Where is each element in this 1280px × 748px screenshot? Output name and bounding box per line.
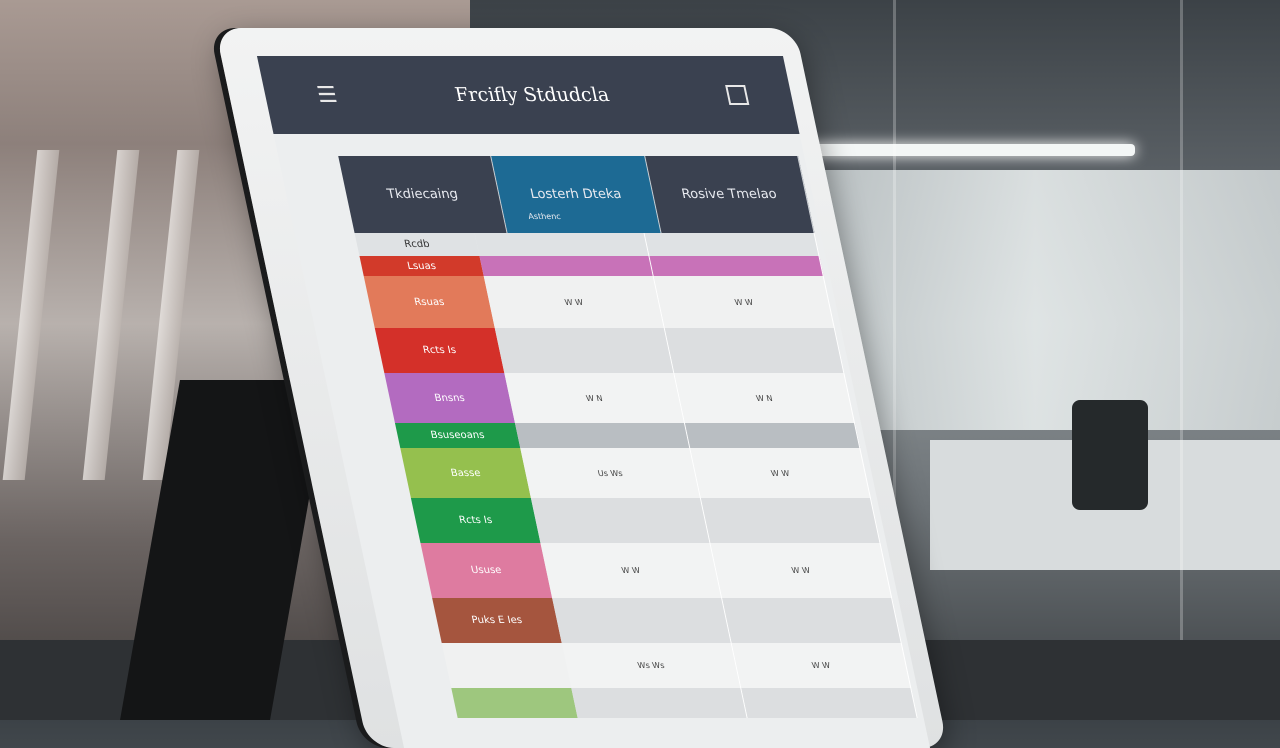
row-label[interactable]: Rsuas xyxy=(363,276,495,328)
table-row: Ws Ws W W xyxy=(441,643,912,688)
schedule-cell[interactable] xyxy=(474,233,650,256)
row-label[interactable]: Rcts Is xyxy=(410,498,541,543)
schedule-cell[interactable]: Us Ws xyxy=(520,448,701,498)
row-label[interactable] xyxy=(451,688,578,718)
table-row: Basse Us Ws W W xyxy=(400,448,871,498)
row-label[interactable]: Lsuas xyxy=(359,256,484,276)
schedule-cell[interactable] xyxy=(530,498,711,543)
table-row: Rcts Is xyxy=(374,328,845,373)
schedule-cell[interactable]: W W xyxy=(690,448,871,498)
schedule-cell[interactable] xyxy=(722,598,902,643)
schedule-cell[interactable] xyxy=(571,688,748,718)
column-header-sublabel: Asthenc xyxy=(527,212,562,221)
office-chair xyxy=(1072,400,1148,510)
table-row: Bsuseoans xyxy=(394,423,861,448)
schedule-cell[interactable]: W W xyxy=(653,276,835,328)
glass-partition xyxy=(893,0,896,720)
column-header[interactable]: Tkdiecaing xyxy=(338,156,508,233)
column-header-label: Losterh Dteka xyxy=(528,187,623,202)
table-row: Rcdb xyxy=(354,233,820,256)
schedule-cell[interactable] xyxy=(700,498,881,543)
table-row: Rcts Is xyxy=(410,498,881,543)
ceiling-light xyxy=(760,144,1135,156)
office-window xyxy=(790,170,1280,430)
schedule-table: Tkdiecaing Losterh Dteka Asthenc Rosive Tme… xyxy=(338,156,918,718)
row-label[interactable]: Bnsns xyxy=(384,373,515,423)
schedule-cell[interactable] xyxy=(494,328,675,373)
row-label[interactable]: Basse xyxy=(400,448,531,498)
menu-icon[interactable]: ☰ xyxy=(314,82,340,108)
row-label[interactable]: Puks E Ies xyxy=(432,598,562,643)
schedule-cell[interactable] xyxy=(514,423,691,448)
table-row: Lsuas xyxy=(359,256,824,276)
schedule-cell[interactable] xyxy=(684,423,861,448)
table-header-row: Tkdiecaing Losterh Dteka Asthenc Rosive Tme… xyxy=(338,156,815,233)
schedule-cell[interactable] xyxy=(741,688,918,718)
row-label[interactable]: Rcts Is xyxy=(374,328,505,373)
window-icon[interactable] xyxy=(725,85,750,105)
column-header[interactable]: Losterh Dteka Asthenc xyxy=(491,156,662,233)
tablet-screen: ☰ Frcifly Stdudcla Tkdiecaing Losterh Dte… xyxy=(256,56,931,748)
glass-partition xyxy=(1180,0,1183,720)
table-row xyxy=(451,688,918,718)
schedule-cell[interactable]: W W xyxy=(483,276,665,328)
schedule-cell[interactable]: W N xyxy=(674,373,855,423)
column-header-label: Tkdiecaing xyxy=(385,187,460,202)
column-header-label: Rosive Tmelao xyxy=(680,187,779,202)
app-title: Frcifly Stdudcla xyxy=(452,84,612,106)
schedule-cell[interactable] xyxy=(479,256,654,276)
table-row: Puks E Ies xyxy=(432,598,902,643)
row-label[interactable]: Bsuseoans xyxy=(394,423,521,448)
schedule-cell[interactable] xyxy=(552,598,732,643)
schedule-cell[interactable] xyxy=(649,256,824,276)
schedule-cell[interactable]: W W xyxy=(731,643,912,688)
schedule-cell[interactable]: W W xyxy=(540,543,723,598)
app-header: ☰ Frcifly Stdudcla xyxy=(256,56,800,134)
schedule-cell[interactable] xyxy=(664,328,845,373)
schedule-cell[interactable]: W N xyxy=(504,373,685,423)
schedule-cell[interactable] xyxy=(644,233,820,256)
row-label[interactable] xyxy=(441,643,572,688)
row-label[interactable]: Ususe xyxy=(420,543,553,598)
column-header[interactable]: Rosive Tmelao xyxy=(644,156,815,233)
schedule-cell[interactable]: W W xyxy=(710,543,893,598)
row-label[interactable]: Rcdb xyxy=(354,233,480,256)
schedule-cell[interactable]: Ws Ws xyxy=(561,643,742,688)
